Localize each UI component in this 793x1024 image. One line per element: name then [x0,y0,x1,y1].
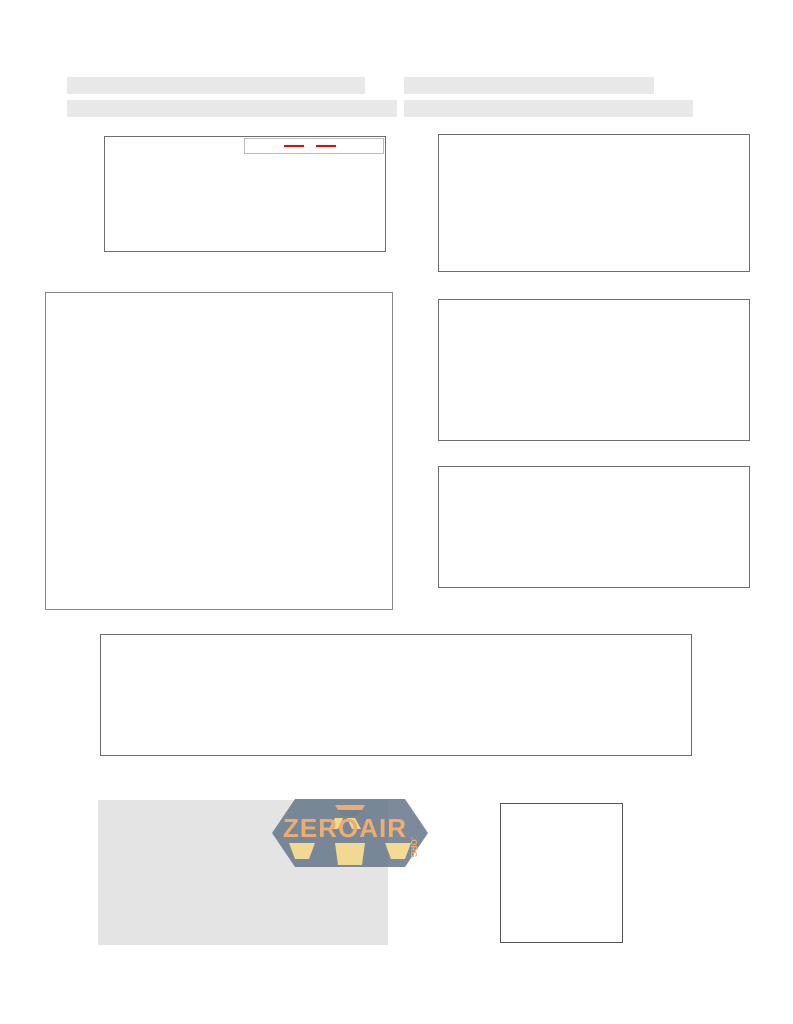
notes-box[interactable] [98,800,388,945]
field-source-value[interactable] [67,76,365,94]
field-manufacturer-value[interactable] [404,76,654,94]
spectral-power-distribution-chart [76,128,392,288]
field-date-value[interactable] [67,99,397,117]
field-manufacturer [399,76,654,94]
field-model [399,99,693,117]
field-source [62,76,365,94]
cvg-vector-plot [46,293,393,610]
spd-legend [244,138,384,154]
ces-plot-area [100,634,692,756]
local-color-fidelity-chart [399,460,755,630]
spd-plot-area [104,136,386,252]
test-legend-swatch [284,145,304,147]
field-model-value[interactable] [404,99,693,117]
local-hue-shift-chart [399,293,755,459]
cri-r9 [501,884,622,898]
cri-ra [501,862,622,876]
cvg-color-background [46,293,392,609]
lcf-plot-area [438,466,750,588]
hue-plot-area [438,299,750,441]
local-chroma-shift-chart [399,128,755,288]
field-date [62,99,397,117]
color-sample-fidelity-chart [58,628,698,798]
watermark-suffix: .ORG [409,837,418,857]
reference-legend-swatch [316,145,336,147]
watermark-ray-3 [385,843,411,859]
color-vector-graphic [45,292,393,610]
cri-box [500,803,623,943]
chroma-plot-area [438,134,750,272]
spd-curves [105,137,385,251]
